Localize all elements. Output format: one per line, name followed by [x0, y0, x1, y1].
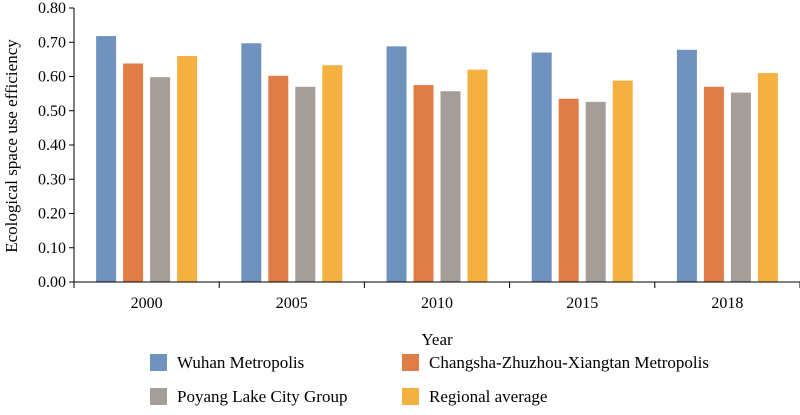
- bars: [96, 36, 778, 283]
- bar: [268, 75, 289, 282]
- axes: [73, 8, 800, 283]
- legend-swatch: [402, 388, 419, 405]
- legend-label: Wuhan Metropolis: [177, 353, 304, 372]
- y-axis-ticks: 0.00 0.10 0.20 0.30 0.40 0.50 0.60 0.70 0.80: [38, 0, 74, 291]
- bar: [150, 77, 171, 282]
- bar: [123, 63, 144, 282]
- bar: [730, 92, 751, 282]
- bar: [440, 91, 461, 282]
- bar: [241, 43, 262, 283]
- bar: [467, 69, 488, 283]
- y-tick-label: 0.50: [38, 103, 66, 120]
- bar: [676, 49, 697, 282]
- bar: [322, 65, 343, 282]
- bar: [413, 85, 434, 282]
- x-axis-ticks: 2000 2005 2010 2015 2018: [73, 282, 800, 312]
- bar: [96, 36, 117, 283]
- legend-label: Changsha-Zhuzhou-Xiangtan Metropolis: [429, 353, 709, 372]
- bar: [703, 86, 724, 283]
- x-tick-label: 2015: [566, 295, 598, 312]
- legend: Wuhan Metropolis Changsha-Zhuzhou-Xiangta…: [150, 353, 709, 406]
- y-axis-title: Ecological space use efficiency: [2, 39, 21, 253]
- legend-label: Regional average: [429, 387, 547, 406]
- x-axis-title: Year: [421, 330, 453, 349]
- y-tick-label: 0.40: [38, 137, 66, 154]
- legend-label: Poyang Lake City Group: [177, 387, 347, 406]
- bar: [386, 46, 407, 282]
- legend-swatch: [150, 388, 167, 405]
- y-tick-label: 0.20: [38, 206, 66, 223]
- bar: [558, 98, 579, 282]
- y-tick-label: 0.70: [38, 34, 66, 51]
- bar: [177, 55, 198, 283]
- y-tick-label: 0.60: [38, 69, 66, 86]
- x-tick-label: 2000: [131, 295, 163, 312]
- y-tick-label: 0.80: [38, 0, 66, 17]
- bar: [295, 86, 316, 283]
- bar: [757, 73, 778, 282]
- legend-swatch: [150, 354, 167, 371]
- x-tick-label: 2018: [711, 295, 743, 312]
- bar: [585, 101, 606, 282]
- bar: [531, 52, 552, 283]
- x-tick-label: 2010: [421, 295, 453, 312]
- legend-swatch: [402, 354, 419, 371]
- y-tick-label: 0.00: [38, 274, 66, 291]
- bar: [612, 80, 633, 282]
- x-tick-label: 2005: [276, 295, 308, 312]
- y-tick-label: 0.10: [38, 240, 66, 257]
- y-tick-label: 0.30: [38, 171, 66, 188]
